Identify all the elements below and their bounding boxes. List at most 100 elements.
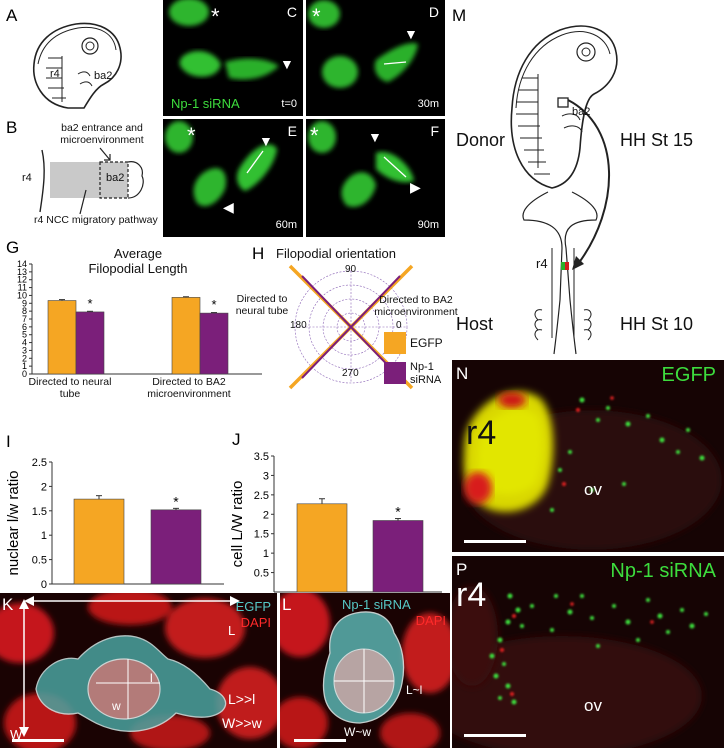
time-label: 60m bbox=[275, 219, 297, 231]
panel-n-image: N EGFP r4 ov bbox=[452, 360, 724, 552]
panel-label: J bbox=[232, 430, 241, 449]
scale-bar bbox=[464, 540, 526, 543]
legend-swatch-egfp bbox=[384, 332, 406, 354]
star-marker: * bbox=[312, 4, 321, 29]
panel-k-image: K EGFP DAPI L W l w L>>l W>>w bbox=[0, 593, 277, 748]
y-tick-label: 14 bbox=[17, 259, 27, 269]
bar bbox=[171, 297, 201, 375]
nuclear-length-label: l bbox=[150, 671, 153, 685]
panel-label: G bbox=[6, 238, 20, 257]
deg-label: 180 bbox=[290, 320, 307, 331]
r4-label: r4 bbox=[466, 414, 497, 452]
bar bbox=[47, 300, 77, 375]
panel-label: D bbox=[428, 4, 439, 20]
bar bbox=[372, 520, 424, 593]
y-tick-label: 1 bbox=[263, 548, 269, 560]
y-tick-label: 3.5 bbox=[254, 451, 269, 463]
panel-c-image: * C ▼ Np-1 siRNA t=0 bbox=[163, 0, 303, 116]
right-direction-line1: Directed to BA2 bbox=[379, 294, 453, 306]
panel-l-image: L Np-1 siRNA DAPI L~l W~w bbox=[280, 593, 450, 748]
y-tick-label: 10 bbox=[17, 290, 27, 300]
bar bbox=[199, 312, 229, 375]
arrowhead-icon: ▶ bbox=[410, 179, 421, 195]
y-tick-label: 2 bbox=[41, 481, 47, 493]
y-tick-label: 1.5 bbox=[32, 506, 47, 518]
time-label: 30m bbox=[417, 98, 439, 110]
bar bbox=[75, 311, 105, 375]
scale-bar bbox=[294, 739, 346, 742]
category-label: Directed to BA2 microenvironment bbox=[147, 376, 231, 400]
ratio-length-text: L>>l bbox=[228, 691, 256, 707]
legend-swatch-np1 bbox=[384, 362, 406, 384]
panel-label: A bbox=[6, 6, 18, 25]
significance-marker: * bbox=[87, 296, 92, 311]
arrowhead-icon: ◀ bbox=[223, 199, 234, 215]
left-direction-line2: neural tube bbox=[235, 305, 289, 317]
r4-label: r4 bbox=[536, 256, 548, 271]
scale-bar bbox=[12, 739, 64, 742]
y-tick-label: 1 bbox=[22, 361, 27, 371]
ov-label: ov bbox=[584, 696, 602, 715]
r4-label: r4 bbox=[456, 576, 487, 614]
y-axis-label: cell L/W ratio bbox=[229, 481, 246, 568]
panel-p-image: P Np-1 siRNA r4 ov bbox=[452, 556, 724, 748]
bar bbox=[73, 498, 125, 585]
significance-marker: * bbox=[395, 504, 401, 520]
treatment-label: EGFP bbox=[661, 364, 716, 386]
r4-label: r4 bbox=[22, 172, 32, 184]
y-tick-label: 11 bbox=[18, 283, 27, 293]
nuclear-ratio-chart: 0 0.5 1 1.5 2 2.5 * nuclear l/w ratio bbox=[5, 457, 224, 591]
treatment-label: Np-1 siRNA bbox=[610, 560, 716, 582]
panel-label: P bbox=[456, 560, 468, 579]
y-tick-label: 4 bbox=[22, 338, 27, 348]
host-label: Host bbox=[456, 314, 494, 334]
y-tick-label: 1.5 bbox=[254, 529, 269, 541]
star-marker: * bbox=[211, 4, 220, 29]
legend-label-np1-line1: Np-1 bbox=[410, 361, 434, 373]
panel-label: N bbox=[456, 364, 469, 383]
bar bbox=[150, 509, 202, 585]
panel-label: H bbox=[252, 244, 265, 263]
donor-label: Donor bbox=[456, 130, 506, 150]
ba2-label: ba2 bbox=[94, 70, 113, 82]
y-tick-label: 1 bbox=[41, 530, 47, 542]
y-tick-label: 5 bbox=[22, 330, 27, 340]
y-tick-label: 9 bbox=[22, 298, 27, 308]
chart-title-line1: Average bbox=[113, 246, 163, 261]
panel-label: B bbox=[6, 118, 18, 137]
width-label: W bbox=[10, 727, 23, 742]
panel-label: C bbox=[286, 4, 297, 20]
transplant-diagram bbox=[510, 25, 618, 355]
y-tick-label: 8 bbox=[22, 306, 27, 316]
y-tick-label: 0 bbox=[22, 369, 27, 379]
panel-label: F bbox=[430, 123, 439, 139]
y-tick-label: 7 bbox=[22, 314, 27, 324]
time-label: t=0 bbox=[281, 98, 297, 110]
significance-marker: * bbox=[173, 493, 179, 509]
scale-bar bbox=[464, 734, 526, 737]
chart-title-line2: Filopodial Length bbox=[88, 261, 188, 276]
y-tick-label: 6 bbox=[22, 322, 27, 332]
category-label: Directed to neural tube bbox=[28, 376, 112, 400]
y-tick-label: 0.5 bbox=[32, 555, 47, 567]
legend-label-egfp: EGFP bbox=[410, 336, 443, 350]
dapi-channel-label: DAPI bbox=[240, 615, 271, 630]
deg-label: 0 bbox=[396, 320, 402, 331]
right-direction-line2: microenvironment bbox=[374, 306, 458, 318]
deg-label: 270 bbox=[342, 368, 359, 379]
dapi-channel-label: DAPI bbox=[415, 613, 446, 628]
significance-marker: * bbox=[211, 297, 216, 312]
entrance-label: ba2 entrance and microenvironment bbox=[60, 122, 144, 146]
nuclear-width-label: w bbox=[112, 699, 121, 713]
host-stage-label: HH St 10 bbox=[620, 314, 694, 334]
y-tick-label: 2.5 bbox=[32, 457, 47, 469]
y-tick-label: 0 bbox=[41, 579, 47, 591]
treatment-label: Np-1 siRNA bbox=[171, 96, 240, 111]
polar-title: Filopodial orientation bbox=[276, 246, 396, 261]
arrowhead-icon: ▼ bbox=[404, 26, 418, 42]
panel-label: L bbox=[282, 595, 292, 614]
y-tick-label: 2 bbox=[22, 353, 27, 363]
ratio-width-text: W>>w bbox=[222, 715, 262, 731]
panel-label: E bbox=[287, 123, 297, 139]
